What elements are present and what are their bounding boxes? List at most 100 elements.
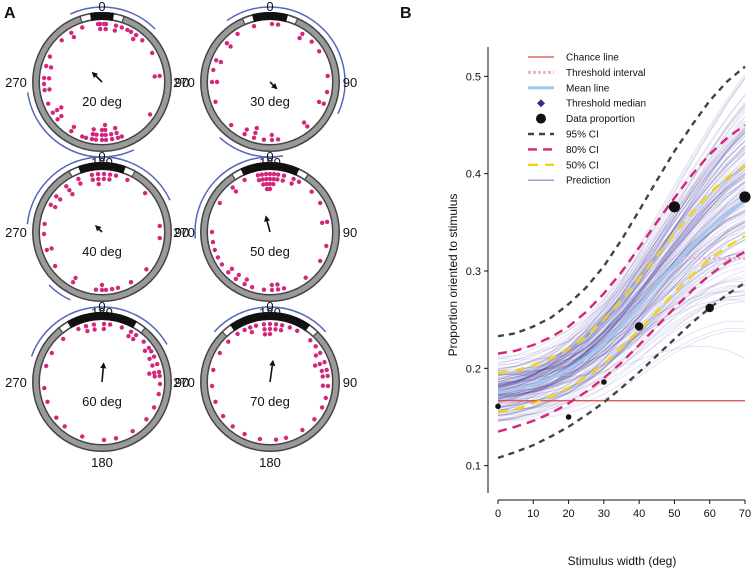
- prediction-curve: [497, 295, 746, 397]
- dial-dot: [267, 326, 273, 332]
- dial-dot: [113, 23, 119, 28]
- dial-dot: [313, 353, 319, 358]
- dial-dot: [115, 135, 121, 140]
- dial-dot: [83, 135, 89, 140]
- dial-dot: [149, 349, 154, 354]
- dial-dot: [103, 26, 108, 32]
- dial-dot: [275, 22, 281, 27]
- prediction-curve: [497, 145, 746, 392]
- dial-dot: [76, 176, 81, 182]
- prediction-curve: [497, 182, 746, 370]
- dial-arrow-head: [100, 362, 107, 369]
- legend-swatch: [537, 99, 545, 108]
- prediction-curve: [497, 131, 746, 388]
- dial-stimulus-region: [67, 312, 137, 329]
- dial-dot: [59, 105, 64, 110]
- dial-label-90: 90: [175, 375, 189, 390]
- dial-dot: [209, 79, 215, 85]
- legend-label: Chance line: [566, 53, 619, 64]
- dial-dot: [99, 127, 105, 133]
- dial-dot: [235, 331, 240, 337]
- dial-dot: [275, 172, 281, 177]
- prediction-curve: [497, 145, 746, 383]
- dial-dot: [152, 374, 157, 379]
- y-tick-label: 0.1: [466, 461, 481, 473]
- dial-dot: [157, 381, 163, 387]
- prediction-curve: [497, 177, 746, 386]
- dial-dot: [42, 221, 47, 227]
- dial-dot: [89, 172, 95, 178]
- dial-dot: [309, 39, 314, 44]
- dial-arc: [213, 306, 327, 333]
- dial-label-90: 90: [343, 75, 357, 90]
- dial-dot: [278, 328, 284, 333]
- dial-dot: [128, 329, 134, 334]
- dial-dot: [46, 76, 52, 81]
- dial-label-270: 270: [173, 375, 195, 390]
- prediction-curve: [497, 131, 746, 386]
- legend-item-chance: Chance line: [528, 53, 619, 64]
- dial-dot: [47, 54, 53, 59]
- dial-stimulus-region: [240, 162, 300, 176]
- dial-dot: [224, 41, 230, 46]
- dial-dot: [213, 399, 218, 404]
- dial-dot: [101, 437, 107, 443]
- prediction-curve: [497, 128, 746, 408]
- prediction-curve: [497, 200, 746, 422]
- dial-dot: [280, 178, 285, 183]
- dial-dot: [230, 424, 235, 429]
- dial-dot: [244, 277, 249, 282]
- dial-dot: [269, 132, 274, 138]
- dial-dot: [262, 327, 267, 332]
- dial-arrow-shaft: [98, 228, 103, 233]
- dial-label-90: 90: [343, 225, 357, 240]
- dial-dot: [48, 202, 53, 207]
- dial-70: 0 90 180 270 70 deg: [173, 299, 357, 470]
- dial-dot: [283, 435, 289, 440]
- dial-dot: [209, 383, 215, 389]
- dial-dot: [112, 28, 118, 33]
- dial-dot: [151, 354, 157, 359]
- prediction-curve: [497, 290, 746, 360]
- dial-dot: [54, 194, 59, 199]
- dial-dot: [313, 344, 318, 349]
- dial-dot: [318, 350, 323, 356]
- dial-dot: [54, 415, 59, 420]
- dial-dot: [319, 405, 325, 410]
- prediction-curve: [497, 201, 746, 417]
- dial-center-label: 30 deg: [250, 94, 290, 109]
- dial-dot: [303, 275, 308, 280]
- dial-dot: [281, 173, 287, 178]
- prediction-curve: [497, 173, 746, 379]
- dial-dot: [133, 332, 139, 338]
- dial-dot: [147, 112, 153, 117]
- x-tick-label: 60: [704, 508, 716, 520]
- dial-label-90: 90: [175, 225, 189, 240]
- dial-arc: [26, 156, 171, 225]
- prediction-curve: [497, 139, 746, 392]
- dial-dot: [296, 179, 302, 184]
- dial-dot: [322, 360, 327, 365]
- prediction-curve: [497, 294, 746, 404]
- dial-dot: [144, 417, 149, 422]
- prediction-curve: [497, 164, 746, 391]
- dial-dot: [236, 272, 241, 278]
- y-axis-title: Proportion oriented to stimulus: [446, 194, 460, 357]
- x-axis-title: Stimulus width (deg): [568, 554, 677, 568]
- dial-dot: [152, 74, 157, 79]
- dial-dot: [67, 188, 72, 193]
- dial-dot: [251, 135, 257, 140]
- dial-dot: [325, 383, 331, 389]
- prediction-curve: [497, 186, 746, 421]
- dial-label-270: 270: [173, 225, 195, 240]
- dial-dot: [217, 200, 222, 206]
- dial-dot: [113, 125, 118, 131]
- dial-dot: [262, 332, 268, 337]
- dial-dot: [209, 229, 215, 235]
- dial-dot: [94, 132, 99, 137]
- dial-dot: [210, 239, 216, 245]
- prediction-curve: [497, 221, 746, 396]
- dial-dot: [45, 399, 50, 404]
- dial-dot: [96, 176, 101, 182]
- prediction-curve: [497, 249, 746, 398]
